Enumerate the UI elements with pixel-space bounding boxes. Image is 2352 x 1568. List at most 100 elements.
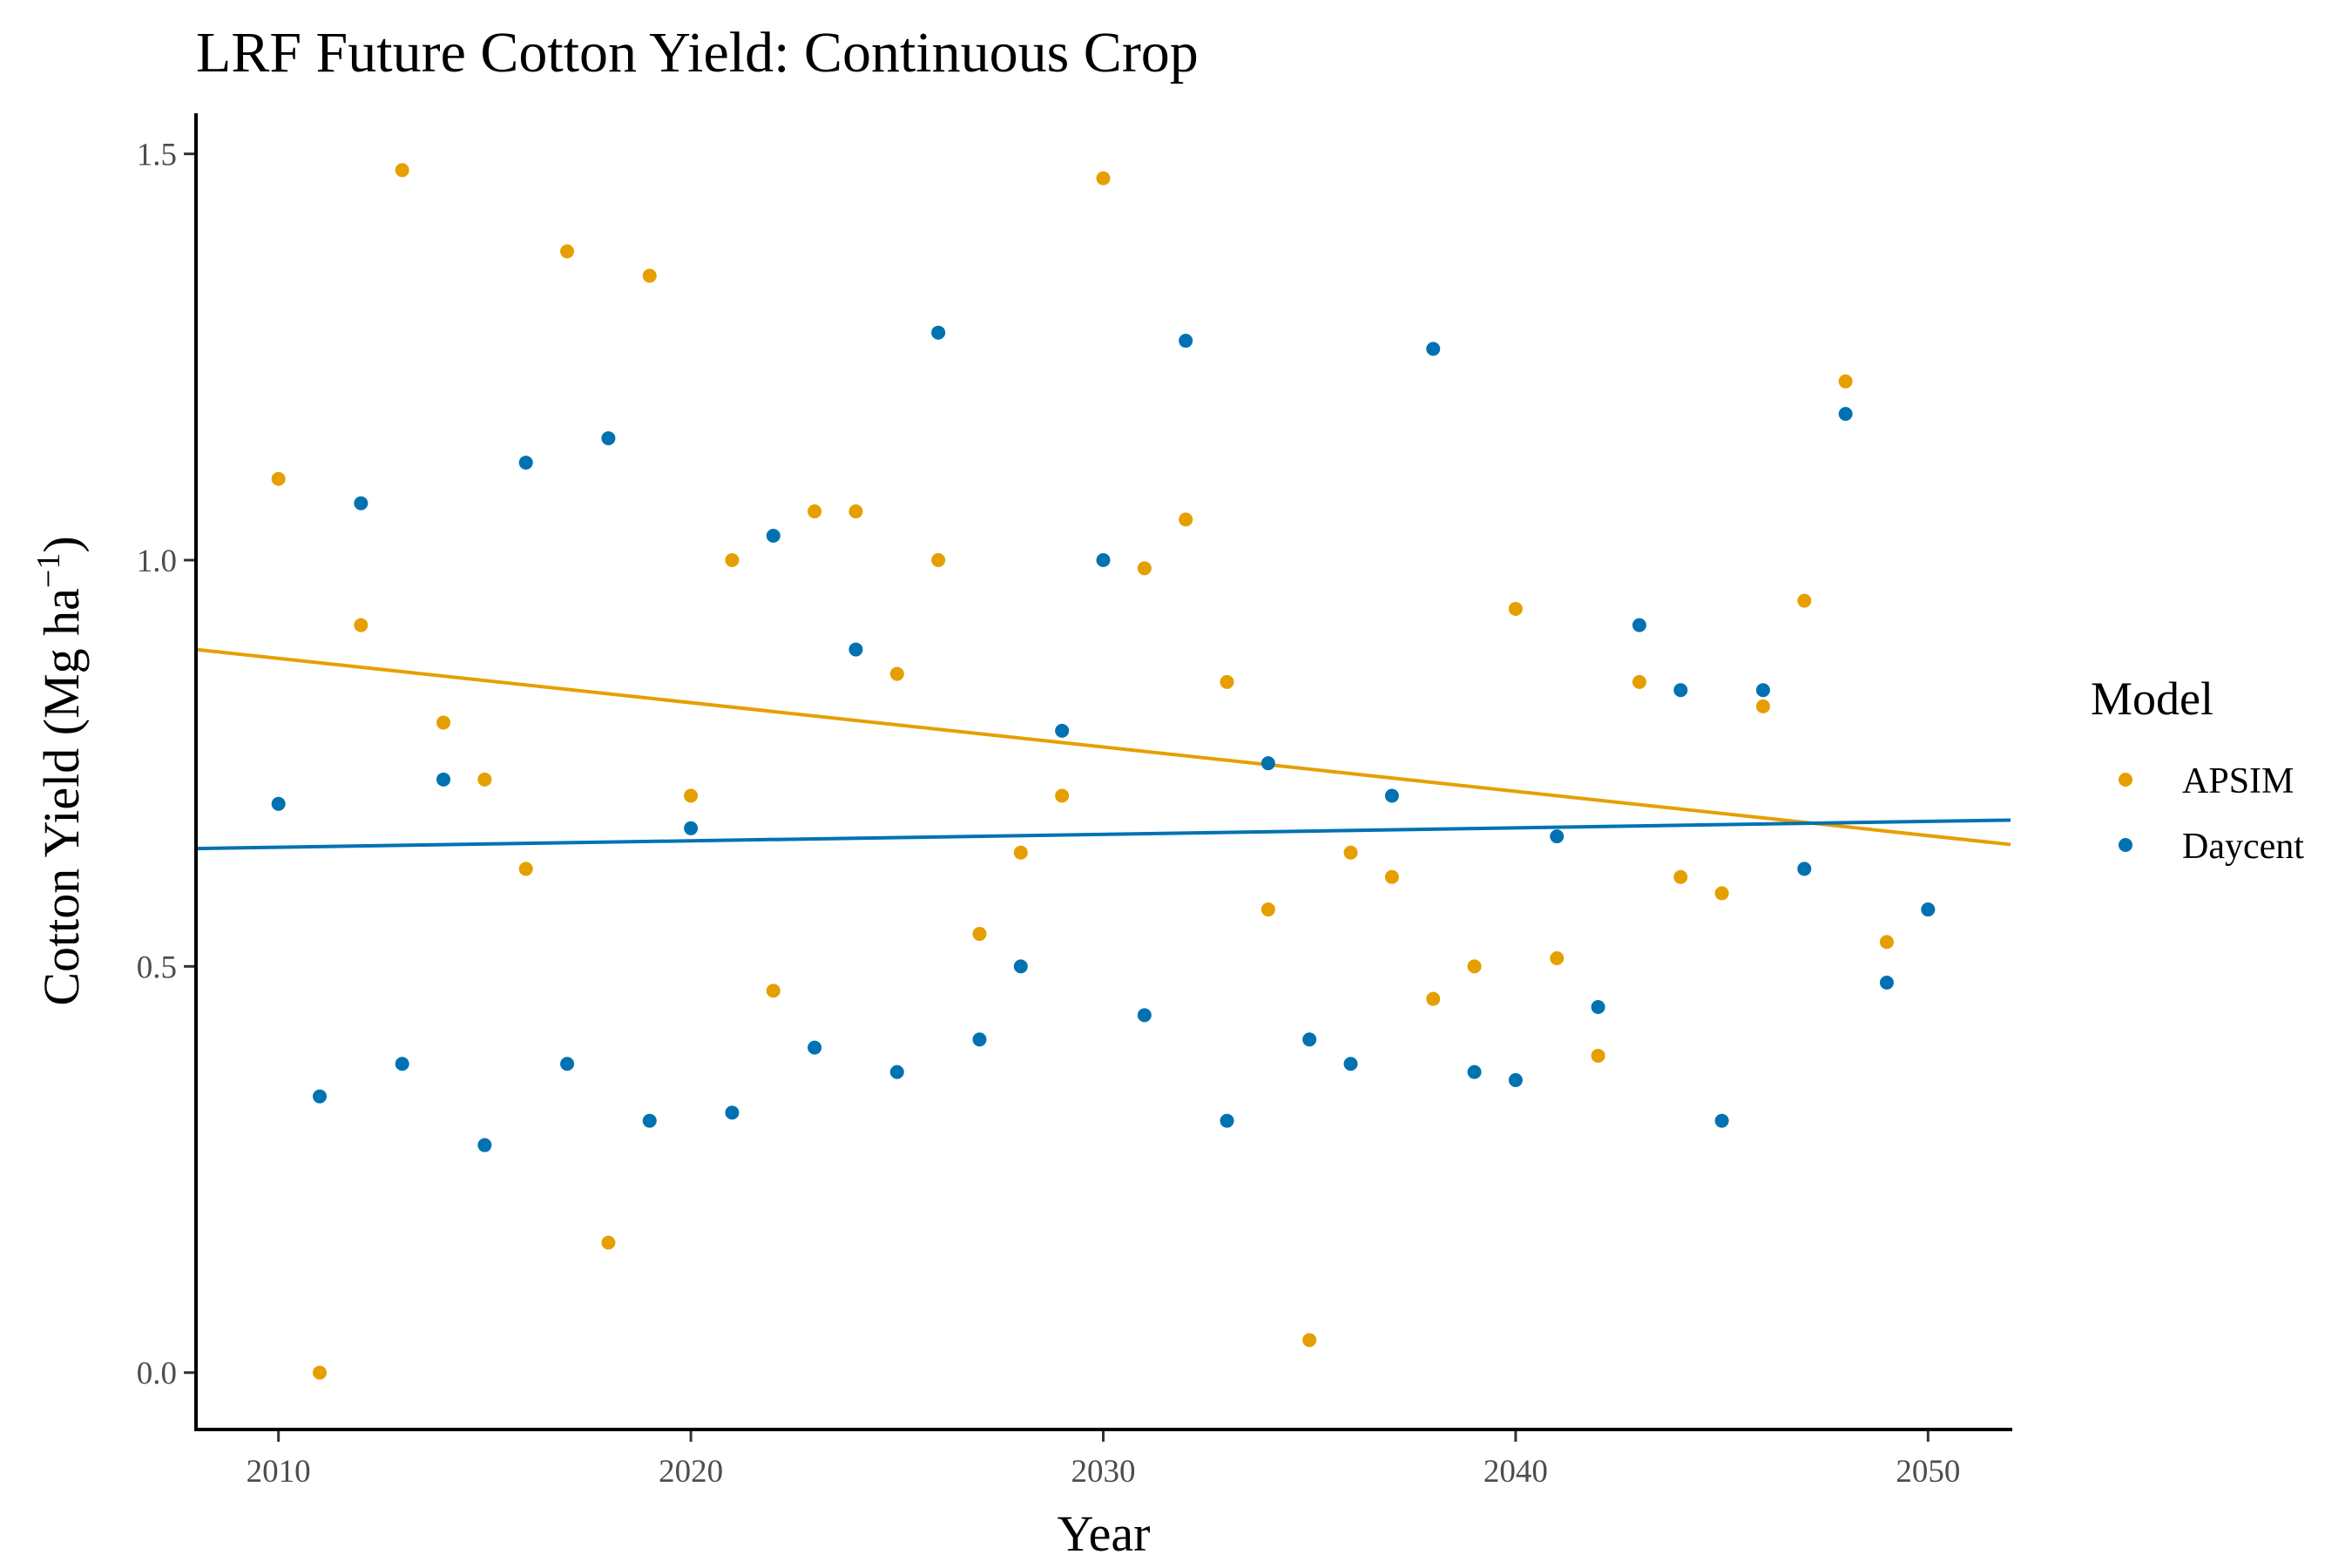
- point-daycent: [1260, 756, 1275, 771]
- point-daycent: [477, 1138, 492, 1152]
- point-daycent: [601, 431, 616, 446]
- legend: Model APSIM Daycent: [2091, 672, 2304, 867]
- point-apsim: [1343, 845, 1358, 860]
- point-apsim: [1302, 1333, 1317, 1348]
- y-axis-ticks: 0.0 0.5 1.0 1.5: [137, 138, 194, 1392]
- point-daycent: [1550, 829, 1565, 844]
- point-daycent: [1797, 862, 1812, 876]
- point-daycent: [518, 456, 533, 470]
- y-tick-label: 1.5: [137, 138, 177, 173]
- point-apsim: [1384, 869, 1399, 884]
- point-apsim: [1467, 959, 1482, 974]
- point-apsim: [1838, 374, 1853, 389]
- point-apsim: [1137, 561, 1152, 576]
- plot-area: [195, 163, 2011, 1380]
- point-daycent: [1632, 618, 1646, 632]
- point-daycent: [313, 1089, 328, 1104]
- point-apsim: [1591, 1048, 1605, 1063]
- trend-line-apsim: [195, 647, 2011, 847]
- x-tick-label: 2020: [659, 1454, 723, 1490]
- chart-title: LRF Future Cotton Yield: Continuous Crop: [196, 21, 1199, 84]
- point-daycent: [1302, 1032, 1317, 1047]
- trend-line-daycent: [195, 818, 2011, 851]
- point-daycent: [1426, 341, 1441, 356]
- point-apsim: [436, 715, 451, 730]
- legend-marker-apsim: [2119, 773, 2132, 787]
- y-axis-title: Cotton Yield (Mg ha−1): [30, 536, 90, 1005]
- x-tick-label: 2040: [1484, 1454, 1548, 1490]
- point-daycent: [889, 1064, 904, 1079]
- y-axis-title-main: Cotton Yield (Mg ha: [33, 588, 90, 1006]
- y-tick-label: 1.0: [137, 544, 177, 579]
- point-apsim: [1179, 512, 1193, 527]
- x-tick-label: 2010: [247, 1454, 311, 1490]
- point-apsim: [601, 1235, 616, 1250]
- x-tick-label: 2030: [1071, 1454, 1136, 1490]
- x-axis-ticks: 2010 2020 2030 2040 2050: [247, 1431, 1960, 1490]
- point-daycent: [1096, 552, 1111, 567]
- point-daycent: [848, 642, 863, 657]
- x-tick-label: 2050: [1896, 1454, 1960, 1490]
- point-apsim: [642, 268, 657, 283]
- point-daycent: [1467, 1064, 1482, 1079]
- point-daycent: [1879, 976, 1894, 990]
- point-apsim: [560, 244, 575, 259]
- data-points: [271, 163, 1936, 1380]
- point-apsim: [972, 927, 987, 942]
- point-daycent: [684, 821, 699, 835]
- legend-marker-daycent: [2119, 838, 2132, 852]
- point-apsim: [1508, 601, 1523, 616]
- legend-label-daycent: Daycent: [2182, 827, 2304, 867]
- point-daycent: [1673, 683, 1688, 698]
- point-daycent: [808, 1040, 822, 1055]
- y-axis-title-superscript: −1: [30, 553, 67, 588]
- point-apsim: [808, 504, 822, 519]
- point-apsim: [684, 788, 699, 803]
- point-daycent: [1714, 1113, 1729, 1128]
- point-daycent: [1508, 1072, 1523, 1087]
- point-apsim: [1096, 171, 1111, 186]
- point-daycent: [1921, 902, 1936, 917]
- point-apsim: [1797, 593, 1812, 608]
- point-daycent: [1137, 1008, 1152, 1023]
- point-apsim: [395, 163, 409, 178]
- point-daycent: [725, 1105, 740, 1120]
- point-apsim: [1055, 788, 1070, 803]
- point-daycent: [1838, 407, 1853, 422]
- point-apsim: [1013, 845, 1028, 860]
- point-daycent: [395, 1057, 409, 1071]
- point-apsim: [766, 983, 781, 998]
- legend-title: Model: [2091, 672, 2213, 725]
- point-apsim: [1714, 886, 1729, 901]
- y-axis-title-close: ): [33, 536, 90, 552]
- legend-label-apsim: APSIM: [2182, 761, 2294, 801]
- point-daycent: [560, 1057, 575, 1071]
- y-tick-label: 0.0: [137, 1356, 177, 1392]
- point-apsim: [1220, 674, 1234, 689]
- point-apsim: [1755, 699, 1770, 713]
- point-daycent: [1384, 788, 1399, 803]
- point-daycent: [1013, 959, 1028, 974]
- point-apsim: [1879, 935, 1894, 950]
- point-apsim: [518, 862, 533, 876]
- point-apsim: [931, 552, 946, 567]
- y-tick-label: 0.5: [137, 950, 177, 985]
- point-apsim: [1632, 674, 1646, 689]
- point-daycent: [271, 796, 286, 811]
- point-apsim: [1673, 869, 1688, 884]
- point-daycent: [354, 496, 368, 510]
- trend-lines: [195, 647, 2011, 851]
- point-apsim: [477, 772, 492, 787]
- point-daycent: [1755, 683, 1770, 698]
- point-daycent: [972, 1032, 987, 1047]
- point-apsim: [1260, 902, 1275, 917]
- point-daycent: [642, 1113, 657, 1128]
- point-apsim: [1426, 991, 1441, 1006]
- point-apsim: [1550, 951, 1565, 966]
- point-apsim: [271, 471, 286, 486]
- point-apsim: [313, 1365, 328, 1380]
- point-apsim: [354, 618, 368, 632]
- point-daycent: [766, 529, 781, 544]
- x-axis-title: Year: [1058, 1505, 1151, 1562]
